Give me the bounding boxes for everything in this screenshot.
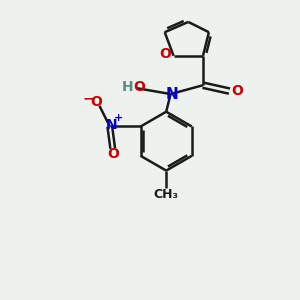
Text: O: O <box>91 95 103 109</box>
Text: O: O <box>133 80 145 94</box>
Text: −: − <box>82 92 94 106</box>
Text: CH₃: CH₃ <box>154 188 179 201</box>
Text: O: O <box>231 84 243 98</box>
Text: O: O <box>107 147 119 161</box>
Text: +: + <box>114 113 123 123</box>
Text: H: H <box>122 80 133 94</box>
Text: N: N <box>166 87 178 102</box>
Text: O: O <box>159 47 171 61</box>
Text: N: N <box>105 118 117 132</box>
